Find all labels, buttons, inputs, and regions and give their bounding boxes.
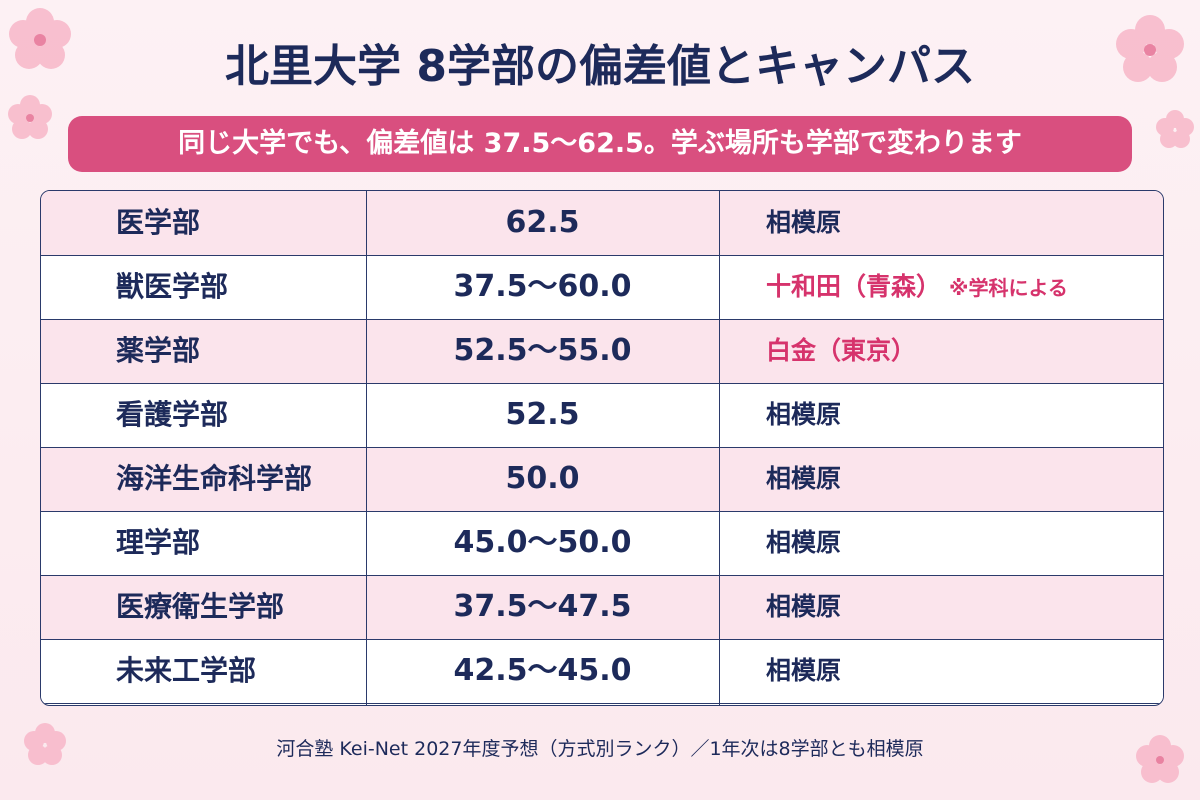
campus-cell: 十和田（青森） ※学科による	[766, 255, 1068, 319]
campus-cell: 相模原	[766, 383, 841, 447]
faculty: 薬学部	[116, 334, 201, 367]
campus-note: ※学科による	[949, 276, 1068, 300]
faculty: 未来工学部	[116, 654, 257, 687]
table-row: 看護学部 52.5 相模原	[41, 383, 1163, 448]
faculty: 看護学部	[116, 398, 229, 431]
column-divider	[719, 191, 720, 705]
campus-cell: 白金（東京）	[766, 319, 916, 383]
score: 37.5〜47.5	[453, 589, 632, 624]
score: 50.0	[505, 461, 580, 496]
table-row: 理学部 45.0〜50.0 相模原	[41, 511, 1163, 576]
campus-cell: 相模原	[766, 511, 841, 575]
faculty: 獣医学部	[116, 270, 229, 303]
campus: 相模原	[766, 528, 842, 557]
faculty: 海洋生命科学部	[116, 462, 313, 495]
score: 62.5	[505, 205, 580, 240]
table-row: 医療衛生学部 37.5〜47.5 相模原	[41, 575, 1163, 640]
campus: 相模原	[766, 400, 842, 429]
column-divider	[366, 191, 367, 705]
score: 37.5〜60.0	[453, 269, 632, 304]
table-row: 獣医学部 37.5〜60.0 十和田（青森） ※学科による	[41, 255, 1163, 320]
title: 北里大学 8学部の偏差値とキャンパス	[225, 41, 975, 92]
score: 42.5〜45.0	[453, 653, 632, 688]
table-row: 薬学部 52.5〜55.0 白金（東京）	[41, 319, 1163, 384]
campus: 相模原	[766, 592, 842, 621]
campus-cell: 相模原	[766, 191, 841, 255]
footer: 河合塾 Kei-Net 2027年度予想（方式別ランク）／1年次は8学部とも相模…	[276, 738, 924, 760]
faculty: 医療衛生学部	[116, 590, 285, 623]
campus: 十和田（青森）	[766, 272, 942, 301]
faculty: 医学部	[116, 206, 201, 239]
campus: 白金（東京）	[766, 336, 917, 365]
faculty: 理学部	[116, 526, 201, 559]
score: 45.0〜50.0	[453, 525, 632, 560]
table: 未来工学部 42.5〜45.0 相模原 医療衛生学部 37.5〜47.5 相模原 理学部 45…	[40, 190, 1164, 706]
score: 52.5	[505, 397, 580, 432]
campus-cell: 相模原	[766, 639, 841, 703]
table-row: 未来工学部 42.5〜45.0 相模原	[41, 639, 1163, 704]
campus: 相模原	[766, 208, 842, 237]
table-row: 海洋生命科学部 50.0 相模原	[41, 447, 1163, 512]
campus-cell: 相模原	[766, 447, 841, 511]
table-row: 医学部 62.5 相模原	[41, 191, 1163, 256]
campus-cell: 相模原	[766, 575, 841, 639]
score: 52.5〜55.0	[453, 333, 632, 368]
subtitle: 同じ大学でも、偏差値は 37.5〜62.5。学ぶ場所も学部で変わります	[68, 116, 1132, 172]
campus: 相模原	[766, 464, 842, 493]
campus: 相模原	[766, 656, 842, 685]
